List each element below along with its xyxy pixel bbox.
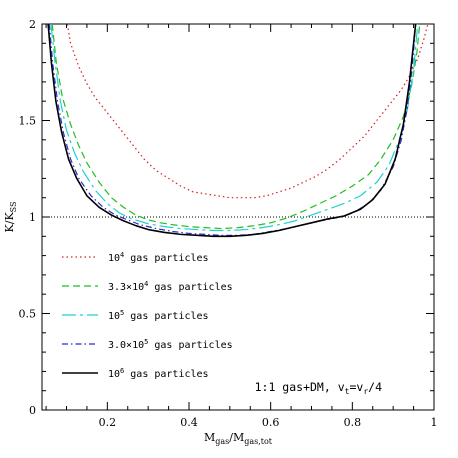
y-tick-label: 2 xyxy=(29,18,36,31)
legend-label-4: 3.0×105 gas particles xyxy=(108,338,233,351)
series-line-4 xyxy=(48,24,417,236)
legend-label-2: 3.3×104 gas particles xyxy=(108,280,233,293)
y-tick-label: 1 xyxy=(29,211,36,224)
x-tick-label: 0.6 xyxy=(262,416,280,429)
axis-tick-labels: 0.2 0.4 0.6 0.8 1 0 0.5 1 1.5 2 xyxy=(19,18,438,429)
y-axis-title: K/KSS xyxy=(3,202,18,233)
y-tick-label: 0.5 xyxy=(19,308,37,321)
series-lines xyxy=(47,24,429,238)
x-axis-title: Mgas/Mgas,tot xyxy=(204,431,273,446)
legend-label-1: 104 gas particles xyxy=(108,251,209,264)
x-tick-label: 0.8 xyxy=(344,416,362,429)
x-tick-label: 0.2 xyxy=(99,416,117,429)
series-line-5 xyxy=(47,24,417,238)
annotation-text: 1:1 gas+DM, vt=vr/4 xyxy=(255,380,382,396)
series-line-2 xyxy=(51,24,421,230)
y-tick-label: 0 xyxy=(29,404,36,417)
legend: 104 gas particles 3.3×104 gas particles 10… xyxy=(62,251,233,380)
y-tick-label: 1.5 xyxy=(19,115,37,128)
legend-label-5: 106 gas particles xyxy=(108,367,209,380)
axis-ticks xyxy=(42,23,435,411)
series-line-3 xyxy=(50,24,419,232)
x-tick-label: 1 xyxy=(431,416,438,429)
x-tick-label: 0.4 xyxy=(180,416,198,429)
series-line-1 xyxy=(66,24,429,199)
legend-label-3: 105 gas particles xyxy=(108,309,209,322)
